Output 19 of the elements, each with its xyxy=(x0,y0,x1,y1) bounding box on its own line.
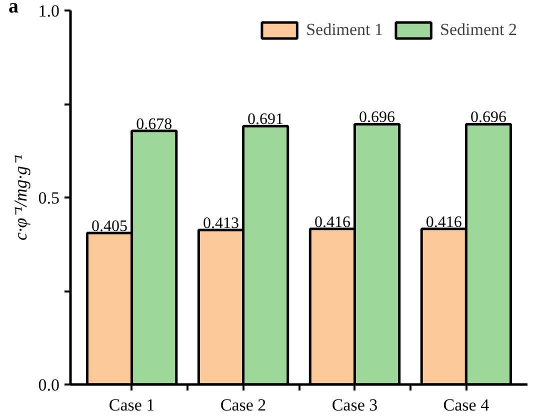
x-tick-label: Case 3 xyxy=(332,396,378,414)
legend-label: Sediment 1 xyxy=(306,20,384,40)
data-label: 0.678 xyxy=(136,116,172,133)
data-label: 0.405 xyxy=(92,218,128,236)
data-label: 0.691 xyxy=(248,111,284,128)
data-label: 0.416 xyxy=(426,214,462,231)
y-tick-label: 1.0 xyxy=(38,2,60,20)
x-tick-label: Case 2 xyxy=(220,396,266,414)
text: a xyxy=(8,0,18,18)
legend-label: Sediment 2 xyxy=(440,20,517,40)
data-label: 0.696 xyxy=(470,109,506,126)
data-label: 0.696 xyxy=(359,109,396,126)
x-tick-label: Case 1 xyxy=(108,396,155,414)
x-tick-label: Case 4 xyxy=(443,396,490,414)
data-label: 0.416 xyxy=(314,214,350,231)
y-axis-title: c·φ⁻¹/mg·g⁻¹ xyxy=(10,154,30,240)
y-tick-label: 0.5 xyxy=(38,188,60,208)
data-label: 0.413 xyxy=(202,215,239,232)
y-tick-label: 0.0 xyxy=(38,376,60,394)
